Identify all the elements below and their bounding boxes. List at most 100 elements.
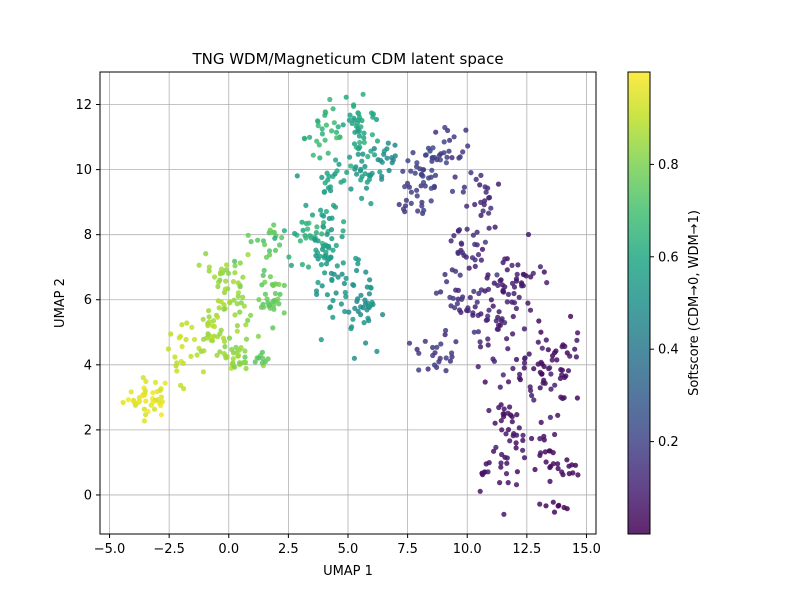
scatter-point bbox=[363, 185, 370, 191]
scatter-point bbox=[486, 210, 492, 216]
scatter-point bbox=[206, 308, 212, 314]
scatter-point bbox=[513, 278, 520, 284]
scatter-point bbox=[432, 350, 438, 356]
scatter-point bbox=[437, 355, 443, 361]
scatter-point bbox=[317, 155, 323, 161]
scatter-point bbox=[347, 112, 353, 118]
scatter-point bbox=[237, 309, 243, 315]
scatter-point bbox=[559, 372, 565, 378]
scatter-point bbox=[255, 237, 261, 243]
scatter-point bbox=[354, 267, 360, 274]
scatter-point bbox=[294, 173, 300, 179]
scatter-point bbox=[449, 354, 455, 360]
scatter-point bbox=[329, 128, 335, 134]
scatter-point bbox=[334, 168, 340, 174]
scatter-point bbox=[499, 427, 505, 433]
scatter-point bbox=[151, 406, 158, 412]
scatter-point bbox=[461, 184, 467, 190]
scatter-point bbox=[575, 330, 581, 336]
scatter-point bbox=[444, 279, 450, 285]
scatter-point bbox=[531, 397, 537, 403]
scatter-point bbox=[480, 472, 486, 478]
scatter-point bbox=[433, 290, 439, 296]
scatter-point bbox=[336, 161, 342, 167]
scatter-point bbox=[565, 368, 572, 374]
scatter-point bbox=[313, 288, 320, 294]
scatter-point bbox=[315, 123, 321, 129]
scatter-point bbox=[367, 172, 373, 178]
colorbar-ticks: 0.2 0.4 0.6 0.8 bbox=[650, 158, 679, 450]
scatter-points bbox=[120, 91, 581, 517]
scatter-point bbox=[414, 193, 420, 199]
scatter-point bbox=[476, 290, 482, 297]
scatter-point bbox=[559, 469, 565, 475]
scatter-point bbox=[350, 316, 356, 322]
scatter-point bbox=[331, 120, 337, 126]
scatter-point bbox=[521, 455, 528, 461]
scatter-point bbox=[555, 412, 561, 418]
scatter-point bbox=[272, 247, 279, 253]
scatter-point bbox=[539, 371, 545, 377]
scatter-point bbox=[466, 265, 472, 271]
scatter-point bbox=[452, 174, 458, 180]
scatter-point bbox=[220, 335, 227, 341]
scatter-point bbox=[425, 366, 431, 372]
x-tick-label: 12.5 bbox=[512, 542, 541, 557]
scatter-point bbox=[495, 314, 501, 320]
scatter-point bbox=[368, 285, 374, 291]
scatter-point bbox=[491, 280, 497, 286]
scatter-point bbox=[310, 152, 316, 158]
colorbar-label: Softscore (CDM→0, WDM→1) bbox=[687, 210, 702, 396]
scatter-point bbox=[514, 412, 520, 418]
scatter-point bbox=[320, 223, 326, 229]
scatter-point bbox=[497, 322, 503, 328]
scatter-point bbox=[377, 169, 383, 175]
scatter-point bbox=[184, 320, 190, 326]
scatter-point bbox=[365, 153, 371, 160]
scatter-point bbox=[455, 228, 462, 234]
scatter-point bbox=[478, 212, 484, 218]
scatter-point bbox=[125, 397, 132, 403]
colorbar-tick-label: 0.6 bbox=[658, 250, 679, 265]
scatter-point bbox=[485, 336, 491, 342]
scatter-point bbox=[503, 471, 510, 477]
scatter-point bbox=[525, 231, 532, 238]
scatter-point bbox=[526, 351, 532, 357]
scatter-point bbox=[505, 427, 512, 433]
scatter-point bbox=[366, 318, 372, 324]
scatter-point bbox=[542, 449, 548, 455]
scatter-point bbox=[477, 488, 483, 494]
scatter-point bbox=[371, 152, 378, 158]
scatter-point bbox=[414, 346, 420, 352]
scatter-point bbox=[504, 299, 510, 305]
scatter-point bbox=[321, 189, 327, 195]
scatter-point bbox=[328, 227, 335, 233]
scatter-point bbox=[486, 194, 493, 201]
scatter-point bbox=[323, 242, 329, 248]
scatter-point bbox=[315, 279, 321, 286]
scatter-point bbox=[358, 177, 364, 183]
scatter-point bbox=[325, 185, 331, 191]
scatter-point bbox=[260, 272, 266, 278]
scatter-point bbox=[234, 301, 240, 307]
scatter-point bbox=[547, 464, 553, 471]
scatter-point bbox=[172, 354, 178, 360]
scatter-point bbox=[200, 369, 206, 375]
scatter-point bbox=[492, 224, 498, 230]
scatter-point bbox=[232, 258, 238, 264]
scatter-point bbox=[319, 283, 325, 289]
scatter-point bbox=[333, 129, 340, 135]
scatter-point bbox=[158, 412, 164, 418]
scatter-point bbox=[362, 163, 368, 170]
y-tick-label: 0 bbox=[84, 488, 92, 503]
scatter-point bbox=[484, 275, 490, 281]
scatter-point bbox=[521, 365, 527, 371]
scatter-point bbox=[288, 262, 294, 268]
scatter-point bbox=[541, 437, 547, 443]
scatter-point bbox=[472, 263, 478, 269]
scatter-point bbox=[408, 200, 414, 206]
scatter-point bbox=[552, 431, 558, 438]
scatter-point bbox=[214, 314, 221, 320]
scatter-point bbox=[322, 137, 328, 143]
